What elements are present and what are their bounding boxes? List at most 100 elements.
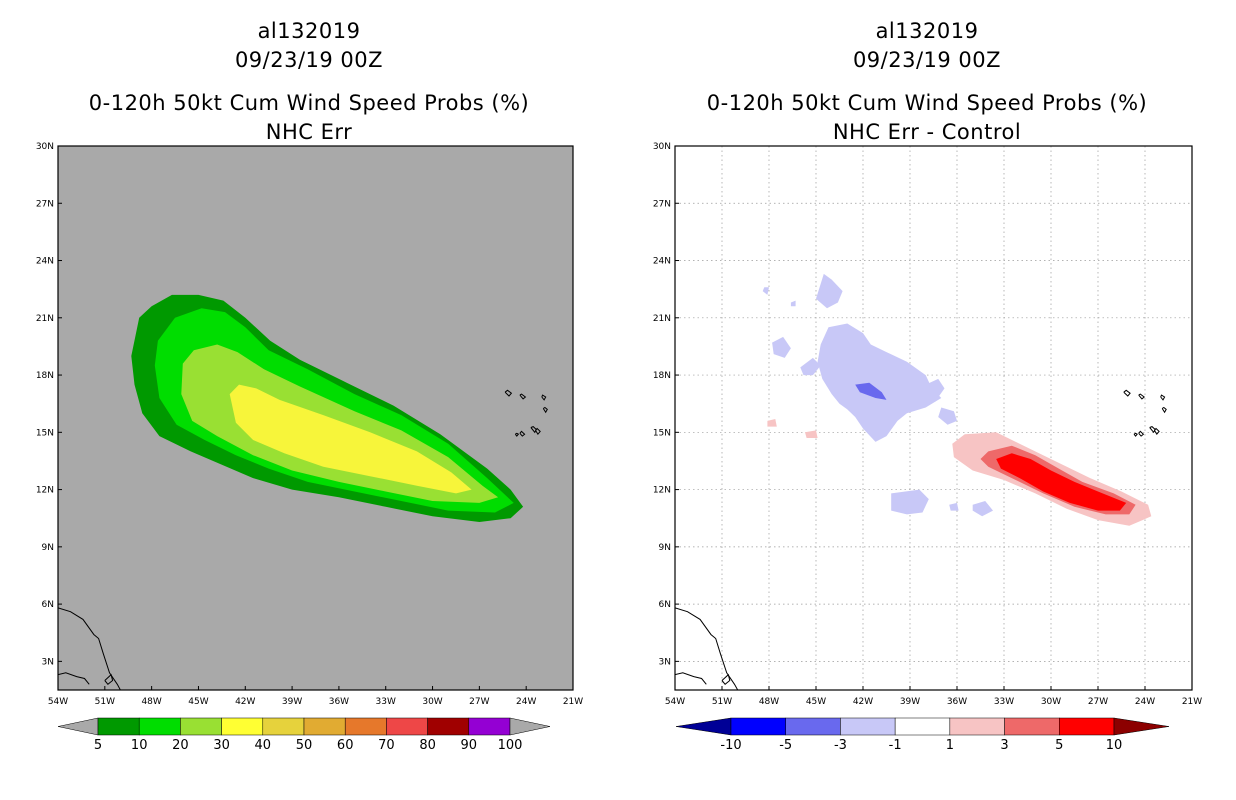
x-tick-label: 21W	[563, 697, 583, 707]
x-tick-label: 33W	[994, 697, 1014, 707]
y-tick-label: 21N	[36, 314, 54, 324]
x-tick-label: 39W	[900, 697, 920, 707]
contour-level-neg1	[817, 323, 942, 442]
coastline	[542, 406, 548, 414]
panel-2-title: 0-120h 50kt Cum Wind Speed Probs (%)	[707, 91, 1147, 115]
colorbar-label: 1	[946, 738, 954, 753]
x-tick-label: 48W	[759, 697, 779, 707]
colorbar-high-extension	[1113, 717, 1170, 736]
panel-1-header: al132019 09/23/19 00Z 0-120h 50kt Cum Wi…	[89, 19, 529, 144]
coastline	[58, 607, 121, 690]
colorbar-swatch	[730, 717, 786, 736]
x-tick-label: 48W	[141, 697, 161, 707]
colorbar-swatch	[949, 717, 1005, 736]
contour-level-5	[996, 453, 1127, 511]
x-tick-label: 30W	[1041, 697, 1061, 707]
colorbar-label: -5	[779, 738, 792, 753]
panel-1-title: 0-120h 50kt Cum Wind Speed Probs (%)	[89, 91, 529, 115]
contour-level-neg1	[938, 407, 957, 425]
plot-area	[58, 294, 548, 690]
colorbar-label: 70	[378, 738, 395, 753]
coastline	[1138, 393, 1146, 400]
coastline	[504, 389, 513, 397]
contour-level-neg3	[855, 382, 887, 400]
colorbar-swatch	[97, 717, 140, 736]
colorbar-swatch	[221, 717, 264, 736]
y-tick-label: 24N	[36, 257, 54, 267]
contour-level-neg1	[772, 336, 791, 358]
colorbar-high-extension	[509, 717, 551, 736]
x-tick-label: 36W	[329, 697, 349, 707]
plot-frame	[674, 145, 1193, 691]
contour-level-neg1	[800, 357, 821, 376]
colorbar-low-extension	[675, 717, 732, 736]
coastline	[675, 672, 707, 685]
coastline	[721, 673, 731, 686]
x-tick-label: 39W	[282, 697, 302, 707]
x-tick-label: 51W	[712, 697, 732, 707]
y-tick-label: 12N	[36, 486, 54, 496]
x-tick-label: 45W	[188, 697, 208, 707]
colorbar-swatch	[894, 717, 951, 736]
panel-1-datetime: 09/23/19 00Z	[235, 48, 383, 72]
x-tick-label: 27W	[469, 697, 489, 707]
colorbar-label: 10	[131, 738, 148, 753]
x-tick-label: 33W	[376, 697, 396, 707]
colorbar-label: -1	[889, 738, 902, 753]
coastline	[104, 673, 114, 686]
y-tick-label: 6N	[42, 600, 54, 610]
colorbar-label: 90	[461, 738, 478, 753]
panel-2-subtitle: NHC Err - Control	[833, 120, 1021, 144]
coastline	[1153, 427, 1160, 436]
y-tick-label: 18N	[653, 371, 671, 381]
panel-1-storm-id: al132019	[258, 19, 361, 43]
y-tick-label: 3N	[42, 657, 54, 667]
x-tick-label: 30W	[422, 697, 442, 707]
colorbar-label: 100	[498, 738, 523, 753]
coastline	[519, 393, 527, 400]
plot-frame	[57, 145, 574, 691]
contour-level-neg1	[972, 501, 993, 517]
x-tick-label: 42W	[235, 697, 255, 707]
colorbar-swatch	[180, 717, 222, 736]
contour-level-neg1	[816, 273, 843, 309]
panel-2-storm-id: al132019	[876, 19, 979, 43]
colorbar-label: 30	[213, 738, 230, 753]
coastline	[1133, 432, 1138, 437]
x-tick-label: 24W	[1135, 697, 1155, 707]
coastline	[1138, 430, 1145, 437]
y-tick-label: 30N	[653, 142, 671, 152]
colorbar-label: 60	[337, 738, 354, 753]
y-tick-label: 6N	[659, 600, 671, 610]
panel-1-colorbar: 5 10 20 30 40 50 60 70 80 90 100	[57, 717, 551, 753]
colorbar-swatch	[303, 717, 346, 736]
coastline	[541, 394, 547, 401]
y-tick-label: 15N	[36, 428, 54, 438]
colorbar-label: 40	[255, 738, 272, 753]
colorbar-label: -10	[720, 738, 741, 753]
coastline	[1161, 406, 1167, 414]
colorbar-label: 50	[296, 738, 313, 753]
y-tick-label: 3N	[659, 657, 671, 667]
x-tick-label: 54W	[665, 697, 685, 707]
colorbar-swatch	[1004, 717, 1060, 736]
colorbar-swatch	[344, 717, 387, 736]
colorbar-label: 20	[172, 738, 189, 753]
contour-level-30	[229, 384, 472, 494]
plot-background	[675, 146, 1192, 690]
x-tick-label: 36W	[947, 697, 967, 707]
colorbar-label: 3	[1000, 738, 1008, 753]
panel-2-datetime: 09/23/19 00Z	[853, 48, 1001, 72]
colorbar-swatch	[427, 717, 470, 736]
colorbar-swatch	[138, 717, 181, 736]
x-tick-label: 24W	[516, 697, 536, 707]
contour-level-1	[767, 419, 777, 427]
colorbar-swatch	[386, 717, 428, 736]
colorbar-label: 5	[94, 738, 102, 753]
coastline	[514, 432, 520, 437]
contour-level-neg1	[891, 489, 929, 515]
colorbar-label: 10	[1106, 738, 1123, 753]
colorbar-label: -3	[834, 738, 847, 753]
x-tick-label: 51W	[95, 697, 115, 707]
colorbar-swatch	[262, 717, 305, 736]
